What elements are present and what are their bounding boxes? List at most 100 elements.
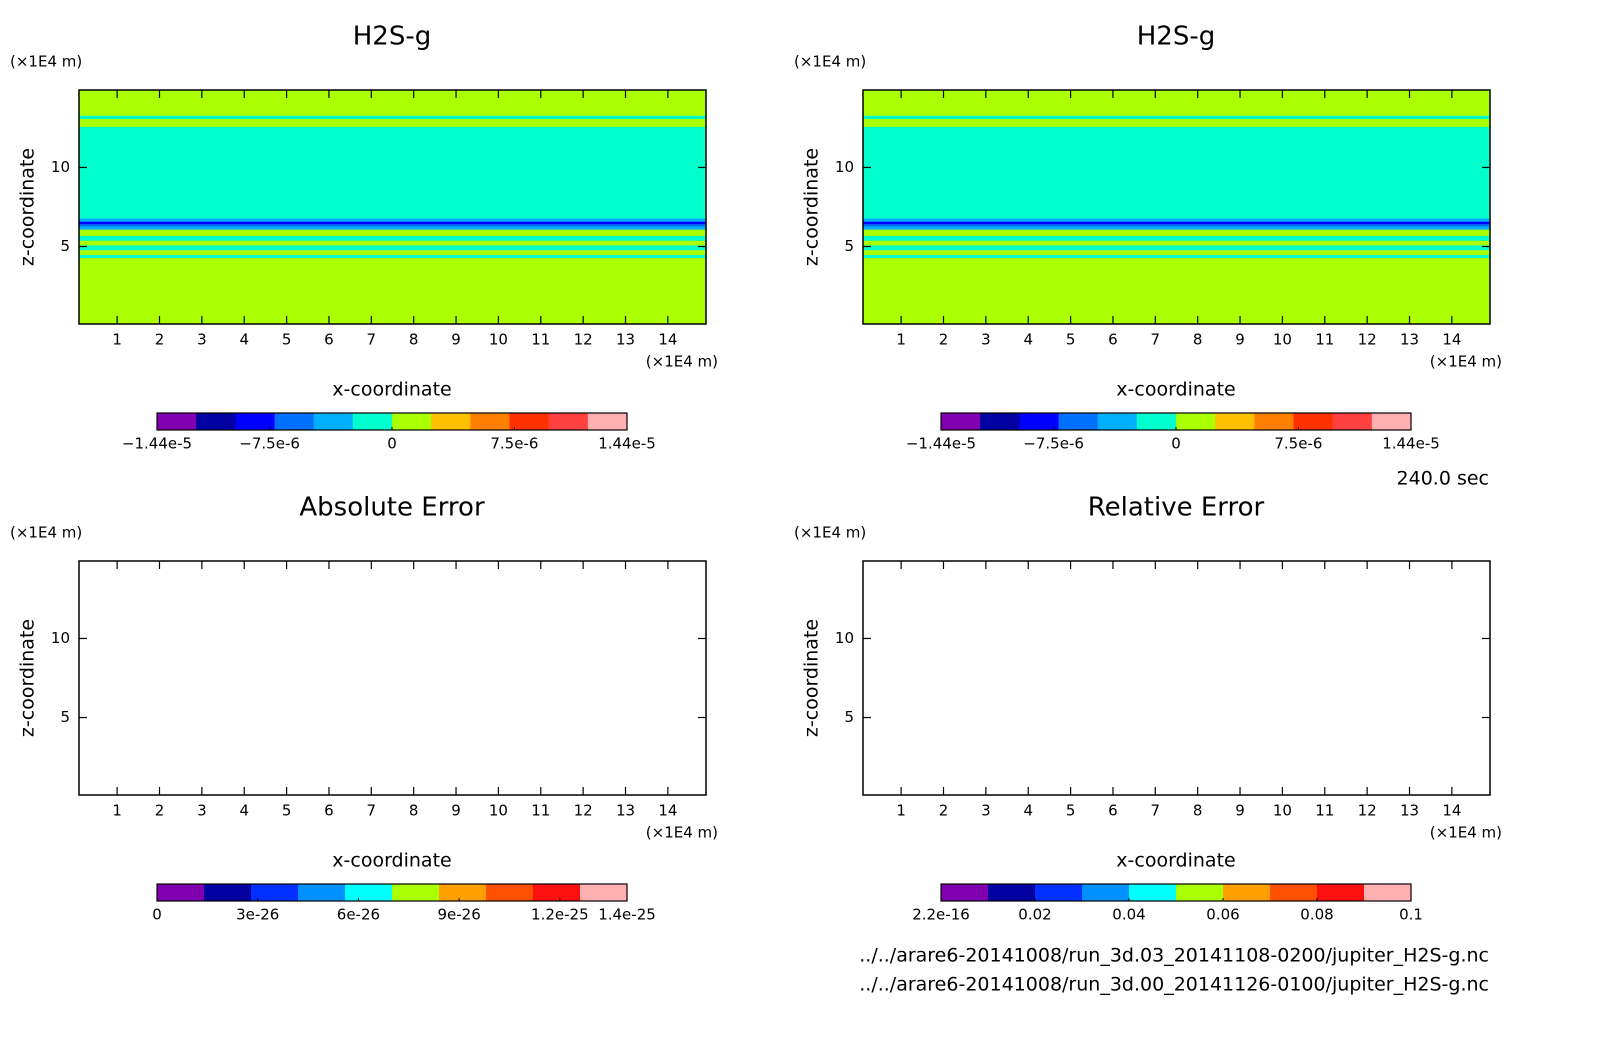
- x-tick-label: 6: [324, 802, 334, 820]
- field-band: [79, 126, 706, 219]
- x-tick-label: 3: [981, 802, 991, 820]
- colorbar-segment: [352, 413, 393, 430]
- colorbar-segment: [196, 413, 236, 430]
- field-band: [79, 244, 706, 251]
- plot-frame: [862, 560, 1491, 796]
- x-tick-label: 1: [112, 802, 122, 820]
- x-tick-label: 2: [939, 802, 949, 820]
- colorbar-frame: [156, 883, 628, 902]
- y-unit-label: (×1E4 m): [10, 524, 82, 542]
- x-axis-label: x-coordinate: [332, 379, 451, 401]
- colorbar-tick-label: 1.44e-5: [598, 435, 656, 453]
- colorbar-segment: [533, 884, 581, 901]
- x-tick-label: 6: [324, 331, 334, 349]
- x-tick-label: 12: [1358, 802, 1377, 820]
- time-label: 240.0 sec: [1397, 468, 1489, 490]
- colorbar-segment: [345, 884, 393, 901]
- colorbar-segment: [251, 884, 299, 901]
- x-unit-label: (×1E4 m): [1430, 353, 1502, 371]
- field-band: [79, 218, 706, 222]
- colorbar-segment: [1270, 884, 1318, 901]
- colorbar-segment: [1097, 413, 1138, 430]
- panel: Absolute Error(×1E4 m)1 2 3 4 5 6 7 8 9 10 11 12 13 1…: [10, 493, 718, 924]
- colorbar-segment: [509, 413, 549, 430]
- x-tick-label: 2: [155, 331, 165, 349]
- field-band: [863, 225, 1490, 230]
- x-tick-label: 8: [1193, 331, 1203, 349]
- panel: Relative Error(×1E4 m)1 2 3 4 5 6 7 8 9 10 11 12 13 1…: [794, 493, 1502, 924]
- field-band: [79, 118, 706, 127]
- panel-title: H2S-g: [1137, 22, 1215, 52]
- field-band: [863, 218, 1490, 222]
- field-band: [79, 249, 706, 255]
- colorbar-segment: [157, 884, 205, 901]
- field-band: [863, 118, 1490, 127]
- panel-title: H2S-g: [353, 22, 431, 52]
- x-tick-label: 7: [367, 331, 377, 349]
- x-tick-label: 9: [1235, 331, 1245, 349]
- y-axis-label: z-coordinate: [17, 148, 39, 266]
- colorbar-tick-label: 1.4e-25: [598, 906, 656, 924]
- plot-frame: [862, 89, 1491, 325]
- colorbar-segment: [1136, 413, 1177, 430]
- x-tick-label: 3: [981, 331, 991, 349]
- x-tick-label: 8: [1193, 802, 1203, 820]
- colorbar-segment: [1129, 884, 1177, 901]
- x-tick-label: 1: [896, 331, 906, 349]
- colorbar-tick-label: 0: [387, 435, 397, 453]
- colorbar-segment: [548, 413, 589, 430]
- x-axis-label: x-coordinate: [1116, 850, 1235, 872]
- colorbar-tick-label: −7.5e-6: [1023, 435, 1084, 453]
- colorbar-tick-label: 7.5e-6: [490, 435, 538, 453]
- x-unit-label: (×1E4 m): [646, 824, 718, 842]
- field-band: [79, 225, 706, 230]
- colorbar-tick-label: −7.5e-6: [239, 435, 300, 453]
- colorbar-segment: [313, 413, 354, 430]
- colorbar-tick-label: 3e-26: [236, 906, 279, 924]
- field-band: [863, 257, 1490, 325]
- x-unit-label: (×1E4 m): [1430, 824, 1502, 842]
- x-tick-label: 3: [197, 331, 207, 349]
- y-tick-label: 10: [835, 158, 854, 176]
- x-tick-label: 14: [1442, 331, 1461, 349]
- colorbar-segment: [157, 413, 197, 430]
- x-axis-label: x-coordinate: [1116, 379, 1235, 401]
- colorbar-segment: [941, 884, 989, 901]
- colorbar-segment: [941, 413, 981, 430]
- colorbar-tick-label: 0.04: [1112, 906, 1145, 924]
- y-axis-label: z-coordinate: [801, 619, 823, 737]
- colorbar-segment: [1293, 413, 1333, 430]
- colorbar-tick-label: 0: [152, 906, 162, 924]
- x-tick-label: 9: [451, 802, 461, 820]
- field-band: [79, 235, 706, 241]
- x-tick-label: 14: [658, 331, 677, 349]
- x-tick-label: 11: [1315, 802, 1334, 820]
- colorbar-segment: [235, 413, 275, 430]
- x-tick-label: 14: [658, 802, 677, 820]
- colorbar-tick-label: 2.2e-16: [912, 906, 970, 924]
- x-tick-label: 12: [1358, 331, 1377, 349]
- colorbar-tick-label: 0.08: [1300, 906, 1333, 924]
- y-unit-label: (×1E4 m): [794, 524, 866, 542]
- colorbar-segment: [1223, 884, 1271, 901]
- x-tick-label: 13: [616, 802, 635, 820]
- x-tick-label: 13: [1400, 331, 1419, 349]
- x-tick-label: 1: [112, 331, 122, 349]
- x-tick-label: 13: [1400, 802, 1419, 820]
- colorbar-segment: [988, 884, 1036, 901]
- y-tick-label: 10: [51, 158, 70, 176]
- x-tick-label: 10: [1273, 802, 1292, 820]
- x-tick-label: 3: [197, 802, 207, 820]
- x-tick-label: 2: [155, 802, 165, 820]
- colorbar-tick-label: 7.5e-6: [1274, 435, 1322, 453]
- colorbar-segment: [439, 884, 487, 901]
- x-tick-label: 10: [489, 802, 508, 820]
- colorbar-segment: [1317, 884, 1365, 901]
- panel-title: Relative Error: [1088, 493, 1265, 523]
- x-tick-label: 5: [1066, 802, 1076, 820]
- x-tick-label: 5: [282, 802, 292, 820]
- y-unit-label: (×1E4 m): [10, 53, 82, 71]
- x-unit-label: (×1E4 m): [646, 353, 718, 371]
- x-tick-label: 12: [574, 802, 593, 820]
- field-band: [79, 240, 706, 246]
